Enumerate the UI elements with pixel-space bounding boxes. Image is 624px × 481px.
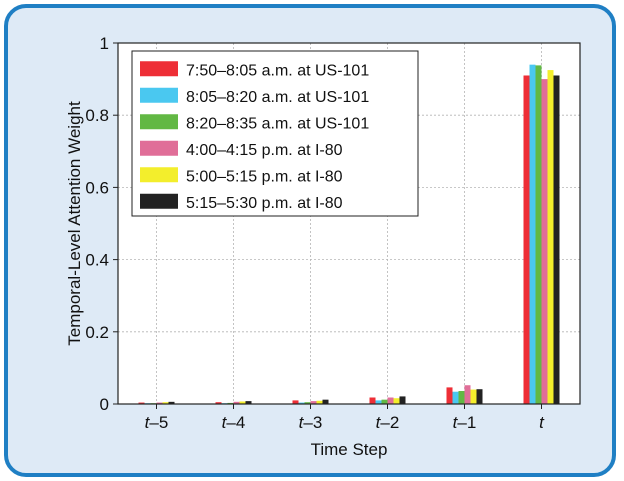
x-tick-label: t: [539, 413, 545, 432]
legend-swatch: [140, 193, 178, 209]
y-tick-label: 0.6: [85, 178, 109, 197]
bar: [393, 398, 400, 404]
x-tick-label: t–5: [145, 413, 169, 432]
bar: [156, 402, 163, 404]
bar: [547, 70, 554, 404]
y-tick-label: 1: [100, 34, 109, 53]
bar: [470, 389, 477, 404]
bar: [310, 401, 317, 404]
x-axis-title: Time Step: [311, 440, 388, 459]
bar: [464, 385, 471, 404]
bar: [535, 65, 542, 404]
bar: [375, 400, 382, 404]
legend-swatch: [140, 114, 178, 130]
legend-label: 7:50–8:05 a.m. at US-101: [186, 62, 369, 79]
x-axis-ticks: t–5 t–4 t–3 t–2 t–1 t: [145, 404, 545, 432]
bar: [523, 75, 530, 405]
y-tick-label: 0: [100, 395, 109, 414]
legend-swatch: [140, 140, 178, 156]
bar: [458, 391, 465, 404]
bar: [529, 64, 536, 404]
bar: [381, 399, 388, 404]
x-tick-label: t–4: [222, 413, 246, 432]
bar: [446, 387, 453, 404]
plot-border: [117, 42, 581, 405]
bar: [399, 396, 406, 404]
y-tick-label: 0.8: [85, 106, 109, 125]
bar: [168, 401, 175, 404]
y-tick-label: 0.4: [85, 251, 109, 270]
x-tick-label: t–1: [453, 413, 477, 432]
bar: [369, 397, 376, 404]
bar: [476, 389, 483, 404]
bar: [316, 400, 323, 404]
legend-box: [131, 50, 419, 217]
legend-swatch: [140, 167, 178, 183]
legend-label: 4:00–4:15 p.m. at I-80: [186, 142, 343, 159]
bar: [239, 401, 246, 404]
bar: [245, 401, 252, 404]
legend-label: 5:15–5:30 p.m. at I-80: [186, 195, 343, 212]
x-tick-label: t–2: [376, 413, 400, 432]
bar: [215, 402, 222, 404]
bar: [541, 79, 548, 404]
bar: [162, 402, 169, 404]
y-tick-label: 0.2: [85, 323, 109, 342]
bar: [138, 402, 145, 404]
bar: [553, 75, 560, 405]
legend-swatch: [140, 61, 178, 77]
bars: [138, 64, 560, 405]
bar: [292, 400, 299, 404]
bar: [387, 397, 394, 404]
x-tick-label: t–3: [299, 413, 323, 432]
legend-label: 5:00–5:15 p.m. at I-80: [186, 168, 343, 185]
legend-label: 8:05–8:20 a.m. at US-101: [186, 89, 369, 106]
bar: [452, 391, 459, 404]
bar: [298, 402, 305, 404]
legend: 7:50–8:05 a.m. at US-101 8:05–8:20 a.m. a…: [131, 50, 419, 217]
y-axis-title: Temporal-Level Attention Weight: [65, 101, 84, 346]
y-axis-ticks: 0 0.2 0.4 0.6 0.8 1: [85, 34, 118, 414]
legend-label: 8:20–8:35 a.m. at US-101: [186, 115, 369, 132]
legend-swatch: [140, 87, 178, 103]
bar: [233, 401, 240, 404]
bar: [304, 402, 311, 404]
bar: [322, 399, 329, 404]
